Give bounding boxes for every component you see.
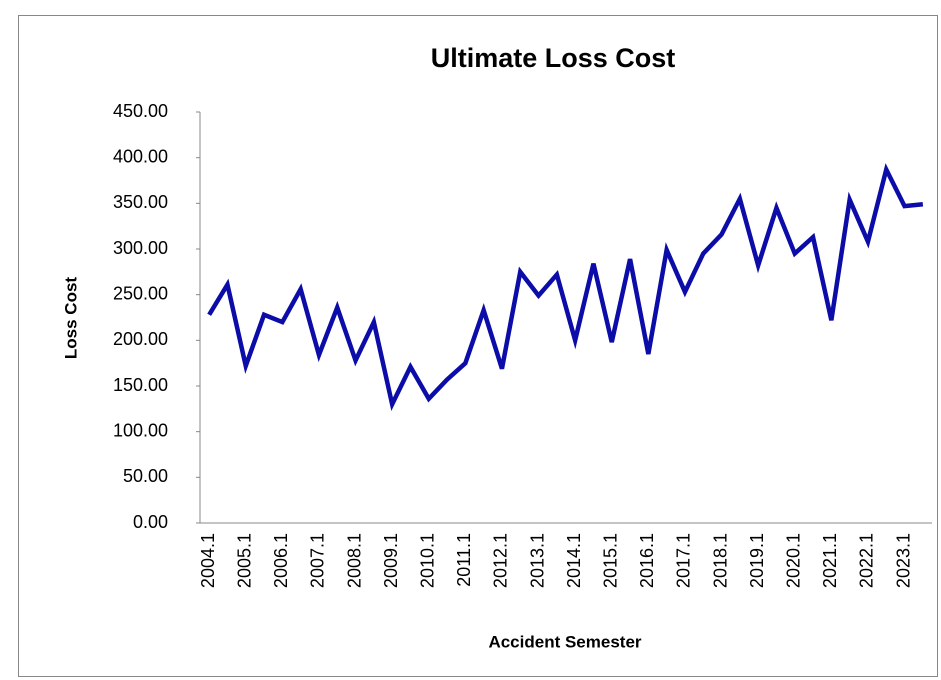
- chart-title: Ultimate Loss Cost: [431, 43, 676, 73]
- y-tick-label: 400.00: [113, 146, 168, 166]
- x-tick-label: 2005.1: [235, 533, 255, 588]
- x-tick-label: 2020.1: [784, 533, 804, 588]
- y-tick-label: 100.00: [113, 420, 168, 440]
- x-tick-label: 2016.1: [637, 533, 657, 588]
- y-tick-label: 150.00: [113, 375, 168, 395]
- x-tick-label: 2014.1: [564, 533, 584, 588]
- y-tick-label: 300.00: [113, 238, 168, 258]
- y-tick-label: 0.00: [133, 512, 168, 532]
- x-tick-label: 2012.1: [491, 533, 511, 588]
- x-tick-label: 2004.1: [198, 533, 218, 588]
- x-tick-label: 2019.1: [747, 533, 767, 588]
- x-tick-label: 2013.1: [527, 533, 547, 588]
- x-tick-label: 2007.1: [308, 533, 328, 588]
- x-tick-label: 2015.1: [601, 533, 621, 588]
- x-tick-label: 2009.1: [381, 533, 401, 588]
- x-axis-title: Accident Semester: [488, 632, 641, 651]
- y-tick-label: 50.00: [123, 466, 168, 486]
- y-tick-label: 350.00: [113, 192, 168, 212]
- chart-border: [18, 15, 938, 677]
- x-tick-label: 2008.1: [344, 533, 364, 588]
- x-tick-label: 2011.1: [454, 533, 474, 587]
- y-tick-label: 200.00: [113, 329, 168, 349]
- x-tick-label: 2006.1: [271, 533, 291, 588]
- y-tick-label: 250.00: [113, 283, 168, 303]
- x-tick-label: 2018.1: [710, 533, 730, 588]
- line-series: [207, 163, 924, 412]
- x-tick-label: 2021.1: [820, 533, 840, 588]
- y-axis-title: Loss Cost: [61, 277, 80, 360]
- x-tick-label: 2023.1: [893, 533, 913, 588]
- x-tick-label: 2010.1: [418, 533, 438, 588]
- x-tick-label: 2022.1: [857, 533, 877, 588]
- x-tick-label: 2017.1: [674, 533, 694, 588]
- y-tick-label: 450.00: [113, 101, 168, 121]
